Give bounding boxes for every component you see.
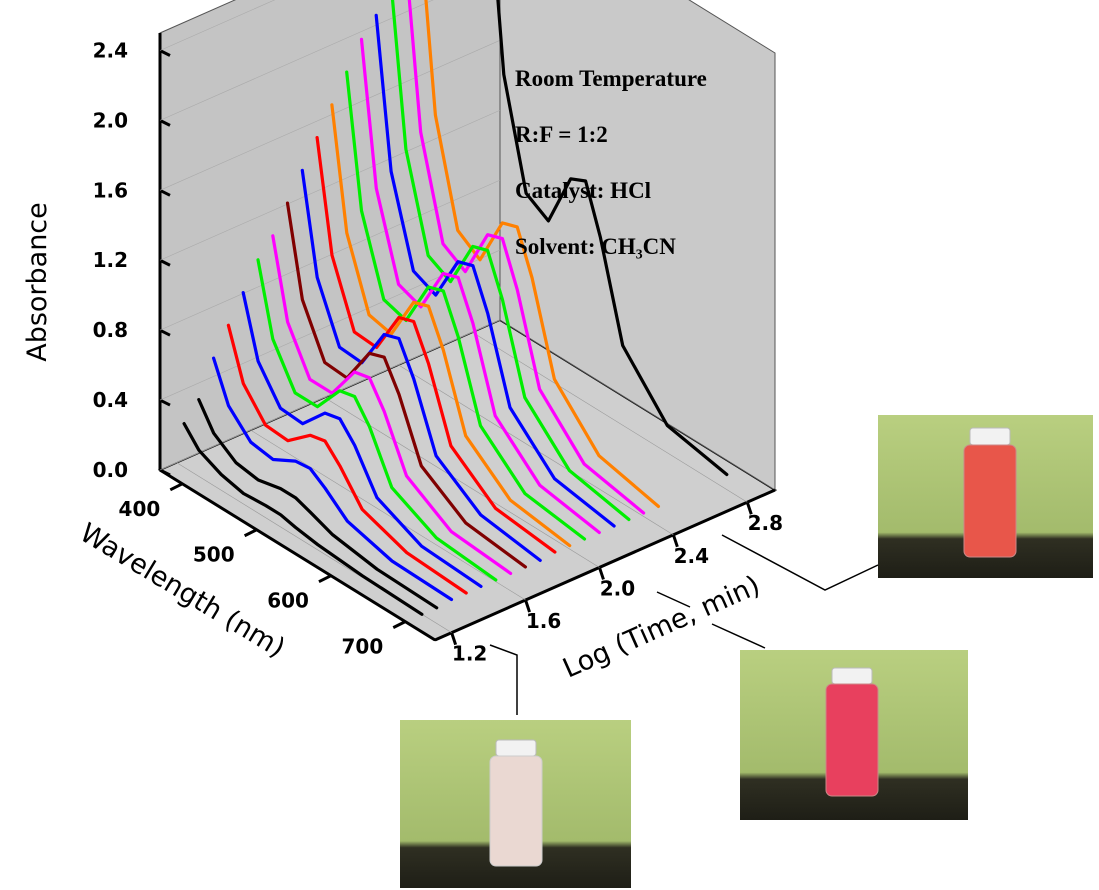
x-tick-label: 500 [193,543,235,567]
y-tick-label: 0.8 [93,318,128,342]
x-tick [319,576,331,582]
x-tick-label: 700 [342,635,384,659]
y-tick-label: 2.0 [93,108,128,132]
y-tick-label: 0.0 [93,458,128,482]
y-tick-label: 1.2 [93,248,128,272]
z-tick-label: 2.0 [600,576,635,600]
photo-middle [740,650,968,820]
z-tick-label: 2.4 [674,544,709,568]
z-tick-label: 1.2 [452,642,487,666]
chart: 0.0 0.4 0.8 1.2 1.6 2.0 2.4 400 500 600 700 1.2 1.6 2… [0,0,1099,890]
y-tick-label: 0.4 [93,388,128,412]
y-tick-label: 2.4 [93,38,128,62]
x-tick [245,530,257,536]
x-tick-label: 600 [267,589,309,613]
x-tick [170,484,182,490]
annotation: R:F = 1:2 [515,122,608,147]
annotation: Catalyst: HCl [515,178,651,203]
photo-late [878,415,1093,578]
y-tick-label: 1.6 [93,178,128,202]
z-axis-title: Log (Time, min) [558,570,764,685]
x-tick-label: 400 [119,497,161,521]
y-axis-title: Absorbance [22,202,53,362]
z-tick-label: 2.8 [748,511,783,535]
annotation: Solvent: CH₃CN [515,234,676,259]
x-axis-title: Wavelength (nm) [74,517,290,664]
z-tick-label: 1.6 [526,609,561,633]
x-tick [393,622,405,628]
photo-early [400,720,631,888]
annotation: Room Temperature [515,66,707,91]
